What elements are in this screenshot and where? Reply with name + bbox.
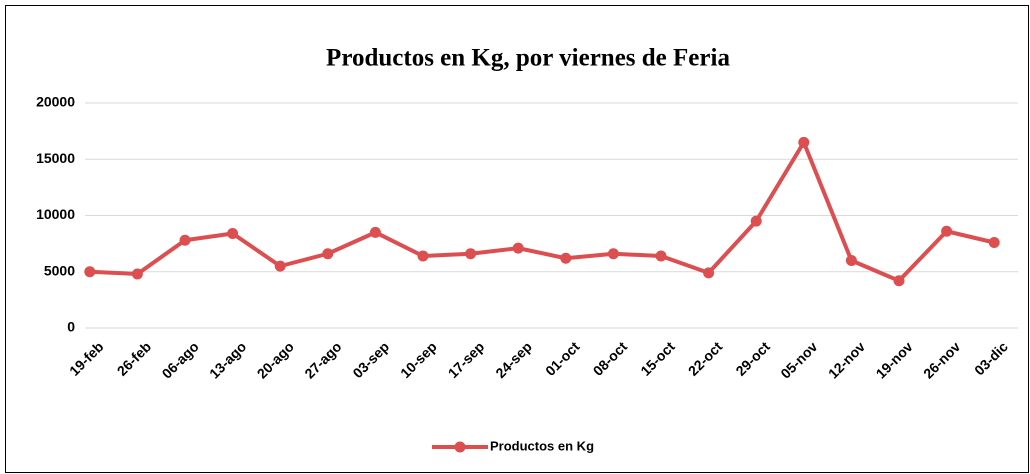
marker: [131, 268, 143, 280]
marker: [84, 266, 96, 278]
y-tick-label: 0: [67, 319, 75, 335]
chart-border: [5, 5, 1029, 473]
marker: [560, 252, 572, 264]
marker: [274, 260, 286, 272]
marker: [607, 248, 619, 260]
y-tick-label: 15000: [36, 150, 75, 166]
marker: [655, 250, 667, 262]
marker: [417, 250, 429, 262]
line: [89, 140, 995, 283]
chart-title: Productos en Kg, por viernes de Feria: [326, 45, 730, 72]
marker: [703, 267, 715, 279]
marker: [369, 226, 381, 238]
legend-marker: [454, 441, 466, 453]
y-tick-label: 5000: [44, 262, 75, 278]
marker: [893, 275, 905, 287]
marker: [750, 215, 762, 227]
y-tick-label: 20000: [36, 94, 75, 110]
marker: [941, 225, 953, 237]
marker: [465, 248, 477, 260]
marker: [512, 242, 524, 254]
legend-label: Productos en Kg: [490, 438, 594, 453]
marker: [798, 136, 810, 148]
y-tick-label: 10000: [36, 206, 75, 222]
marker: [322, 248, 334, 260]
marker: [988, 237, 1000, 248]
marker: [179, 234, 191, 246]
marker: [845, 255, 857, 266]
marker: [227, 228, 239, 239]
